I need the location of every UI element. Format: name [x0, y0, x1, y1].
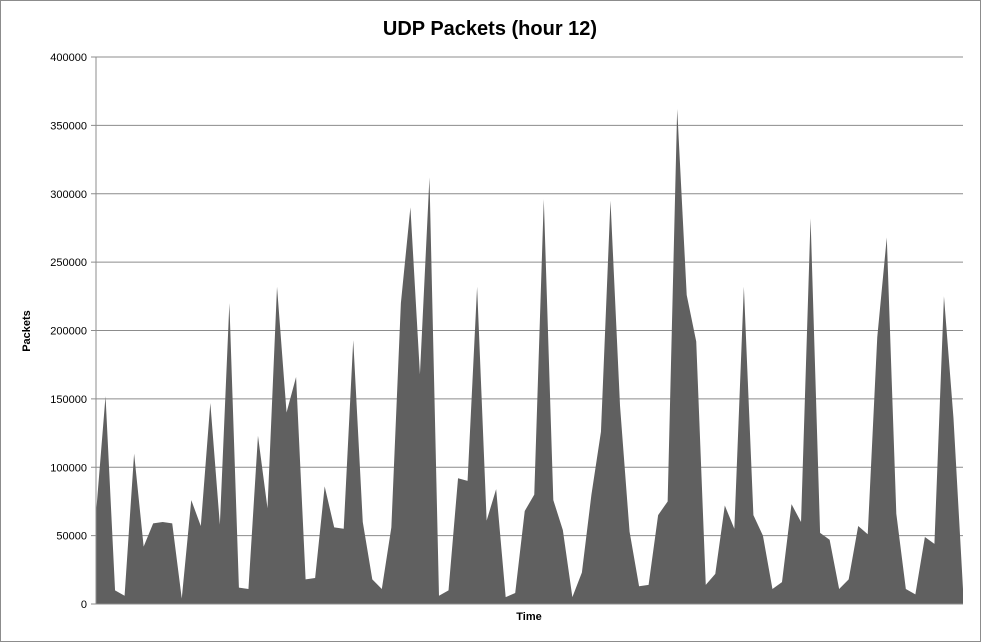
y-tick-label: 150000: [50, 394, 87, 406]
y-tick-label: 100000: [50, 462, 87, 474]
area-series: [96, 108, 963, 605]
chart-title: UDP Packets (hour 12): [383, 18, 597, 40]
y-tick-label: 300000: [50, 189, 87, 201]
y-tick-label: 350000: [50, 120, 87, 132]
y-axis-label: Packets: [21, 310, 33, 352]
y-tick-label: 250000: [50, 257, 87, 269]
y-tick-label: 50000: [56, 531, 87, 543]
y-tick-label: 200000: [50, 326, 87, 338]
x-axis-label: Time: [516, 611, 541, 623]
y-axis-ticks: 0 50000 100000 150000 200000 250000 300000 3500…: [50, 52, 96, 611]
y-tick-label: 400000: [50, 52, 87, 64]
y-tick-label: 0: [81, 599, 87, 611]
